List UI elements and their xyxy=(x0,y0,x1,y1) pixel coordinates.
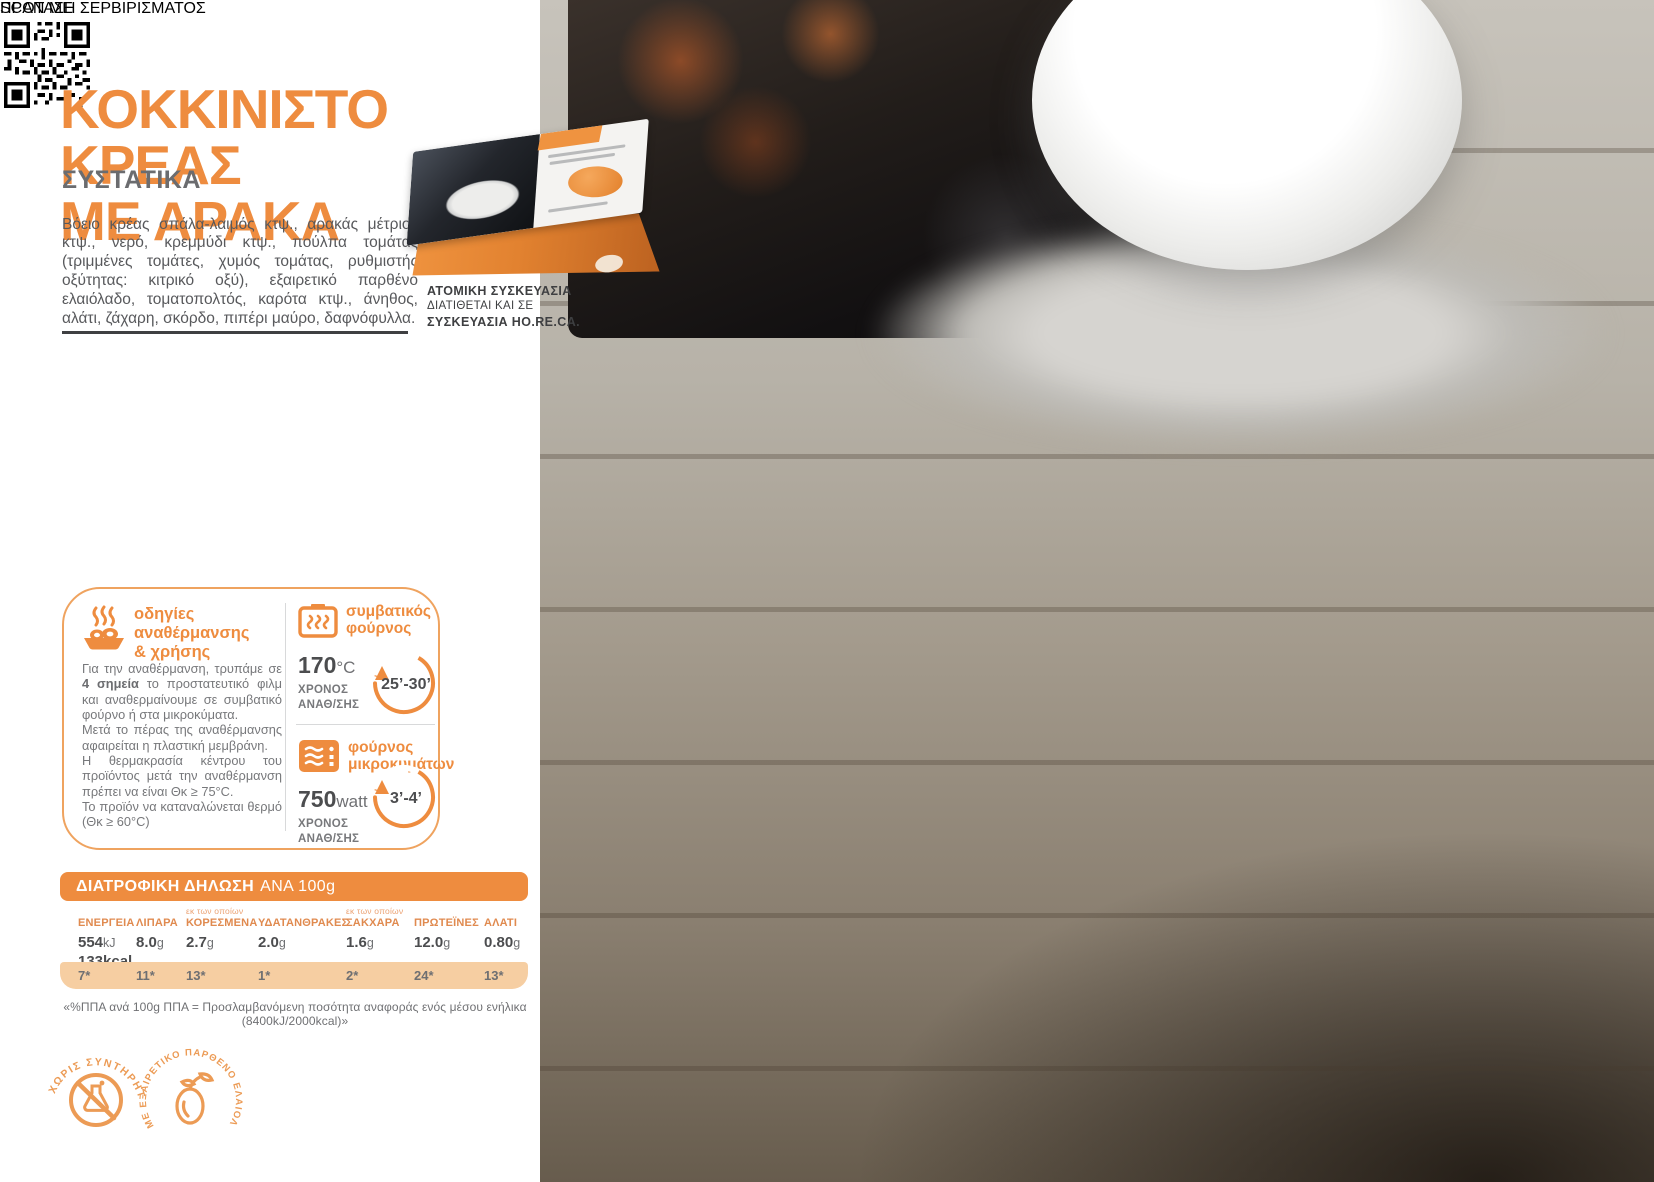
time-label-line1: ΧΡΟΝΟΣ xyxy=(298,817,349,830)
microwave-label-line2: μικροκυμάτων xyxy=(348,756,455,774)
package-orange-band xyxy=(537,125,603,151)
scan-me-panel: SCAN ME xyxy=(0,0,94,117)
microwave-power-unit: watt xyxy=(336,791,368,811)
svg-text:25’-30’: 25’-30’ xyxy=(381,676,431,693)
page-title: ΚΟΚΚΙΝΙΣΤΟ ΚΡΕΑΣ ΜΕ ΑΡΑΚΑ xyxy=(60,81,540,249)
oven-temperature-value: 170 xyxy=(298,652,337,678)
microwave-icon xyxy=(298,739,340,778)
nutrition-column-carbs: ΥΔΑΤΑΝΘΡΑΚΕΣ 2.0g xyxy=(258,917,349,951)
instructions-title-line3: & χρήσης xyxy=(134,643,211,662)
nutrition-header-title: ΔΙΑΤΡΟΦΙΚΗ ΔΗΛΩΣΗ xyxy=(76,878,255,895)
pct-carbs: 1* xyxy=(258,968,271,983)
no-preservatives-badge: ΧΩΡΙΣ ΣΥΝΤΗΡΗΤΙΚΑ xyxy=(39,1027,148,1145)
scan-me-label: SCAN ME xyxy=(0,0,73,17)
ingredients-text: Βόειο κρέας σπάλα-λαιμός κτψ., αρακάς μέ… xyxy=(62,215,418,328)
oven-label: συμβατικός φούρνος xyxy=(346,603,431,638)
svg-text:ΧΩΡΙΣ ΣΥΝΤΗΡΗΤΙΚΑ: ΧΩΡΙΣ ΣΥΝΤΗΡΗΤΙΚΑ xyxy=(44,1036,148,1101)
pct-protein: 24* xyxy=(414,968,434,983)
nutrition-column-salt: ΑΛΑΤΙ 0.80g xyxy=(484,917,521,951)
microwave-power-value: 750 xyxy=(298,785,337,812)
svg-text:3’-4’: 3’-4’ xyxy=(390,790,422,807)
oven-icon xyxy=(298,603,338,644)
text-segment: το προστατευτικό φιλμ και αναθερμαίνουμε… xyxy=(82,676,282,723)
pct-energy: 7* xyxy=(78,968,91,983)
instructions-body: Για την αναθέρμανση, τρυπάμε σε 4 σημεία… xyxy=(82,661,282,830)
text-segment: Μετά το πέρας της αναθέρμανσης αφαιρείτα… xyxy=(82,722,282,753)
section-divider xyxy=(296,724,435,725)
pepper-mill xyxy=(1492,0,1654,430)
package-caption-line2: ΔΙΑΤΙΘΕΤΑΙ ΚΑΙ ΣΕ xyxy=(427,300,534,313)
time-label-line2: ΑΝΑΘ/ΣΗΣ xyxy=(298,698,360,711)
package-food-thumbnail xyxy=(406,134,540,246)
nutrition-table: ΕΝΕΡΓΕΙΑ 554kJ 133kcal ΛΙΠΑΡΑ 8.0g εκ τω… xyxy=(60,906,528,970)
instructions-title-line2: αναθέρμανσης xyxy=(134,624,250,643)
oven-label-line1: συμβατικός xyxy=(346,603,431,620)
white-bowl xyxy=(1032,0,1462,270)
microwave-time-label: ΧΡΟΝΟΣ ΑΝΑΘ/ΣΗΣ xyxy=(298,817,441,847)
oven-temperature: 170°C xyxy=(298,652,441,679)
oven-section-header: συμβατικός φούρνος xyxy=(298,603,441,644)
pct-fat: 11* xyxy=(136,968,155,983)
oven-timer-icon: 25’-30’ xyxy=(368,647,440,724)
instructions-right-column: συμβατικός φούρνος 170°C ΧΡΟΝΟΣ ΑΝΑΘ/ΣΗΣ… xyxy=(285,603,454,845)
dish-photo xyxy=(540,0,1654,1182)
time-label-line2: ΑΝΑΘ/ΣΗΣ xyxy=(298,832,360,845)
text-segment: Για την αναθέρμανση, τρυπάμε σε xyxy=(82,661,282,676)
nutrition-column-saturates: εκ των οποίων ΚΟΡΕΣΜΕΝΑ 2.7g xyxy=(186,906,258,951)
divider-rule xyxy=(62,331,408,334)
serving-suggestion-label: ΠΡΟΤΑΣΗ ΣΕΡΒΙΡΙΣΜΑΤΟΣ xyxy=(0,0,206,17)
nutrition-percent-row: 7* 11* 13* 1* 2* 24* 13* xyxy=(60,962,528,989)
nutrition-percent-band xyxy=(60,962,528,989)
package-caption-line1: ΑΤΟΜΙΚΗ ΣΥΣΚΕΥΑΣΙΑ xyxy=(427,284,572,298)
microwave-section-header: φούρνος μικροκυμάτων xyxy=(298,739,454,778)
olive-icon xyxy=(175,1072,215,1125)
text-segment: Το προϊόν να καταναλώνεται θερμό (Θκ ≥ 6… xyxy=(82,799,282,830)
product-package-photo xyxy=(398,118,668,292)
ingredients-heading: ΣΥΣΤΑΤΙΚΑ xyxy=(62,166,201,194)
nutrition-column-sugars: εκ των οποίων ΣΑΚΧΑΡΑ 1.6g xyxy=(346,906,404,951)
microwave-power: 750watt xyxy=(298,786,441,813)
steaming-dish-icon xyxy=(80,605,128,656)
nutrition-header-bar: ΔΙΑΤΡΟΦΙΚΗ ΔΗΛΩΣΗ ΑΝΑ 100g xyxy=(60,872,528,901)
qr-code-icon xyxy=(0,18,94,117)
text-segment: Η θερμακρασία κέντρου του προϊόντος μετά… xyxy=(82,753,282,799)
oven-time-label: ΧΡΟΝΟΣ ΑΝΑΘ/ΣΗΣ xyxy=(298,683,441,713)
title-line-2: ΜΕ ΑΡΑΚΑ xyxy=(60,190,340,253)
pct-salt: 13* xyxy=(484,968,504,983)
nutrition-column-fat: ΛΙΠΑΡΑ 8.0g xyxy=(136,917,178,951)
pct-sugars: 2* xyxy=(346,968,359,983)
package-brand-seal xyxy=(564,165,626,199)
microwave-label: φούρνος μικροκυμάτων xyxy=(348,739,454,774)
oven-temperature-unit: °C xyxy=(336,658,356,677)
instructions-title: οδηγίες αναθέρμανσης & χρήσης xyxy=(134,605,249,662)
package-caption: ΑΤΟΜΙΚΗ ΣΥΣΚΕΥΑΣΙΑ ΔΙΑΤΙΘΕΤΑΙ ΚΑΙ ΣΕ ΣΥΣ… xyxy=(427,283,580,330)
reheating-instructions-box: οδηγίες αναθέρμανσης & χρήσης Για την αν… xyxy=(62,587,454,850)
microwave-timer-icon: 3’-4’ xyxy=(368,761,440,838)
title-line-1: ΚΟΚΚΙΝΙΣΤΟ ΚΡΕΑΣ xyxy=(60,77,389,196)
pct-saturates: 13* xyxy=(186,968,206,983)
nutrition-column-energy: ΕΝΕΡΓΕΙΑ 554kJ 133kcal xyxy=(78,917,135,970)
instructions-title-line1: οδηγίες xyxy=(134,605,195,623)
package-caption-line3: ΣΥΣΚΕΥΑΣΙΑ HO.RE.CA. xyxy=(427,315,580,330)
time-label-line1: ΧΡΟΝΟΣ xyxy=(298,684,349,696)
nutrition-header-rest: ΑΝΑ 100g xyxy=(260,878,336,895)
text-segment-bold: 4 σημεία xyxy=(82,676,139,692)
oven-label-line2: φούρνος xyxy=(346,620,412,638)
no-preservatives-icon xyxy=(69,1073,123,1127)
olive-oil-badge: ΜΕ ΕΞΑΙΡΕΤΙΚΟ ΠΑΡΘΕΝΟ ΕΛΑΙΟΛΑΔΟ xyxy=(134,1032,244,1155)
microwave-label-line1: φούρνος xyxy=(348,738,414,756)
nutrition-footnote: «%ΠΠΑ ανά 100g ΠΠΑ = Προσλαμβανόμενη ποσ… xyxy=(63,1000,527,1028)
nutrition-column-protein: ΠΡΩΤΕΪΝΕΣ 12.0g xyxy=(414,917,479,951)
